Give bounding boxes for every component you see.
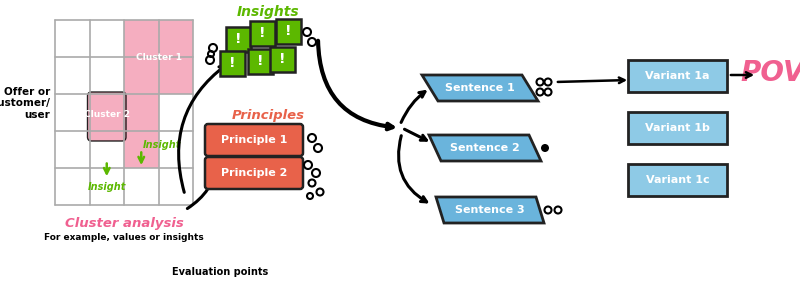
Text: Sentence 3: Sentence 3 bbox=[455, 205, 525, 215]
Text: Principles: Principles bbox=[231, 109, 305, 121]
Text: Sentence 1: Sentence 1 bbox=[445, 83, 515, 93]
Polygon shape bbox=[429, 135, 541, 161]
Text: Insights: Insights bbox=[237, 5, 299, 19]
FancyBboxPatch shape bbox=[226, 27, 250, 51]
Text: !: ! bbox=[257, 54, 263, 68]
Circle shape bbox=[541, 144, 549, 152]
Text: !: ! bbox=[285, 24, 291, 38]
Text: POV: POV bbox=[741, 59, 800, 87]
Text: Offer or
customer/
user: Offer or customer/ user bbox=[0, 87, 50, 120]
Text: Variant 1c: Variant 1c bbox=[646, 175, 710, 185]
Bar bbox=[124, 20, 193, 94]
Text: Insight: Insight bbox=[87, 182, 126, 192]
Text: Cluster analysis: Cluster analysis bbox=[65, 216, 183, 230]
Text: Principle 2: Principle 2 bbox=[221, 168, 287, 178]
Text: Insight: Insight bbox=[143, 140, 182, 150]
Bar bbox=[124, 94, 158, 168]
FancyBboxPatch shape bbox=[275, 18, 301, 44]
Polygon shape bbox=[422, 75, 538, 101]
Text: !: ! bbox=[234, 32, 242, 46]
FancyBboxPatch shape bbox=[87, 92, 126, 141]
Text: !: ! bbox=[258, 26, 266, 40]
FancyBboxPatch shape bbox=[628, 164, 727, 196]
Text: Variant 1b: Variant 1b bbox=[645, 123, 710, 133]
FancyBboxPatch shape bbox=[628, 60, 727, 92]
Text: !: ! bbox=[229, 56, 235, 70]
Text: Cluster 2: Cluster 2 bbox=[84, 110, 130, 119]
Text: !: ! bbox=[278, 52, 286, 66]
FancyBboxPatch shape bbox=[205, 124, 303, 156]
Polygon shape bbox=[436, 197, 544, 223]
Text: For example, values or insights: For example, values or insights bbox=[44, 232, 204, 241]
FancyBboxPatch shape bbox=[270, 46, 294, 72]
FancyBboxPatch shape bbox=[205, 157, 303, 189]
FancyBboxPatch shape bbox=[219, 51, 245, 76]
Text: Sentence 2: Sentence 2 bbox=[450, 143, 520, 153]
FancyBboxPatch shape bbox=[247, 48, 273, 74]
Text: Cluster 1: Cluster 1 bbox=[135, 53, 182, 62]
Text: Principle 1: Principle 1 bbox=[221, 135, 287, 145]
FancyBboxPatch shape bbox=[628, 112, 727, 144]
Text: Variant 1a: Variant 1a bbox=[646, 71, 710, 81]
Text: Evaluation points: Evaluation points bbox=[172, 267, 268, 277]
FancyBboxPatch shape bbox=[250, 20, 274, 46]
